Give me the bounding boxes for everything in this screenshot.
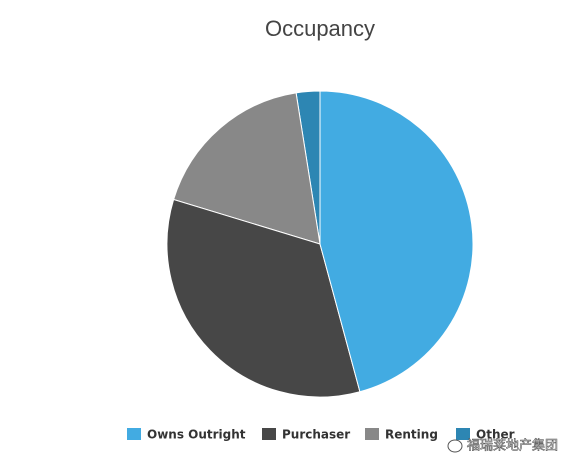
legend-label: Other [476, 428, 515, 442]
legend-swatch [456, 428, 470, 440]
legend-swatch [262, 428, 276, 440]
legend-swatch [365, 428, 379, 440]
pie-slice [319, 90, 474, 393]
legend-label: Owns Outright [147, 428, 246, 442]
chart-title: Occupancy [265, 16, 375, 41]
legend-label: Purchaser [282, 428, 350, 442]
watermark: 福瑞莱地产集团 [467, 438, 558, 454]
legend-label: Renting [385, 428, 438, 442]
watermark-icon [447, 439, 463, 453]
pie-slice [172, 92, 321, 245]
pie-slice [166, 198, 361, 398]
legend-swatch [127, 428, 141, 440]
